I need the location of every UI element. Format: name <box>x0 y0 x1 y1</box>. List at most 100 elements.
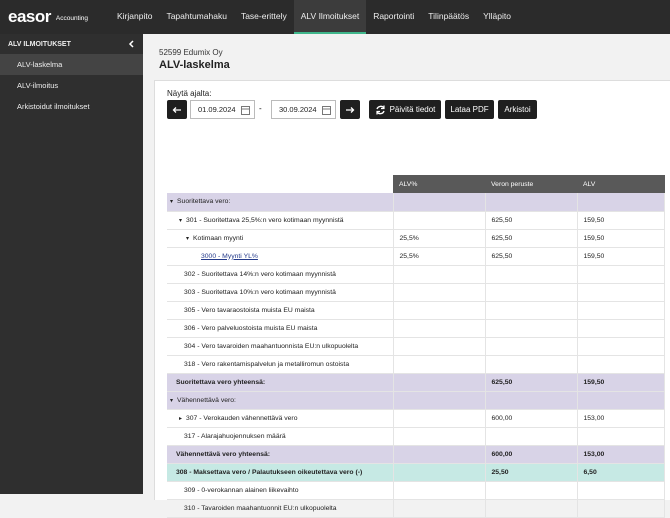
label-cell: 304 - Vero tavaroiden maahantuonnista EU… <box>167 337 394 356</box>
refresh-label: Päivitä tiedot <box>389 105 436 114</box>
company: 52599 Edumix Oy <box>159 48 223 57</box>
value-cell <box>577 427 665 446</box>
menu-item[interactable]: Raportointi <box>373 11 415 21</box>
label-cell: ▾ Kotimaan myynti <box>167 229 394 248</box>
value-cell: 25,5% <box>393 229 486 248</box>
value-cell <box>393 193 486 212</box>
value-cell <box>577 301 665 320</box>
value-cell <box>577 355 665 374</box>
value-cell <box>485 337 578 356</box>
value-cell <box>393 373 486 392</box>
row-label: 302 - Suoritettava 14%:n vero kotimaan m… <box>184 270 336 278</box>
value-cell: 625,50 <box>485 373 578 392</box>
menu-item[interactable]: ALV Ilmoitukset <box>293 0 367 34</box>
logo[interactable]: easor Accounting <box>0 0 110 34</box>
sidebar-items: ALV-laskelma ALV-ilmoitus Arkistoidut ilmo… <box>0 54 143 117</box>
cell-value: 159,50 <box>583 252 605 260</box>
cell-value: 625,50 <box>491 252 513 260</box>
row-label: 307 - Verokauden vähennettävä vero <box>186 414 298 422</box>
value-cell <box>393 409 486 428</box>
value-cell <box>485 481 578 500</box>
col-header: ALV <box>577 175 665 193</box>
value-cell <box>393 211 486 230</box>
collapse-icon[interactable] <box>128 40 135 48</box>
pdf-button[interactable]: Lataa PDF <box>445 100 494 119</box>
value-cell <box>577 391 665 410</box>
row-label: 301 - Suoritettava 25,5%:n vero kotimaan… <box>186 216 344 224</box>
value-cell: 625,50 <box>485 211 578 230</box>
row-label: 306 - Vero palveluostoista muista EU mai… <box>184 324 318 332</box>
menu-item[interactable]: Ylläpito <box>483 11 511 21</box>
row-label: 304 - Vero tavaroiden maahantuonnista EU… <box>184 342 359 350</box>
sidebar-item[interactable]: Arkistoidut ilmoitukset <box>17 102 90 111</box>
value-cell <box>577 283 665 302</box>
label-cell: 318 - Vero rakentamispalvelun ja metalli… <box>167 355 394 374</box>
sidebar-item[interactable]: ALV-laskelma <box>0 54 143 75</box>
menu-item[interactable]: Tilinpäätös <box>428 11 470 21</box>
value-cell <box>393 391 486 410</box>
row-label: Vähennettävä vero yhteensä: <box>176 450 271 458</box>
value-cell: 159,50 <box>577 373 665 392</box>
toggle-icon[interactable]: ▾ <box>179 217 183 224</box>
cell-value: 159,50 <box>583 378 605 386</box>
value-cell <box>577 481 665 500</box>
table-row: 3000 - Myynti YL% 25,5% 625,50 159,50 <box>167 247 665 266</box>
archive-button[interactable]: Arkistoi <box>498 100 537 119</box>
row-label: 310 - Tavaroiden maahantuonnit EU:n ulko… <box>184 504 337 512</box>
value-cell: 600,00 <box>485 445 578 464</box>
prev-button[interactable] <box>167 100 187 119</box>
value-cell: 625,50 <box>485 247 578 266</box>
cell-value: 6,50 <box>583 468 597 476</box>
value-cell <box>393 499 486 518</box>
toggle-icon[interactable]: ▾ <box>170 199 174 206</box>
table-row: ▾ Vähennettävä vero: <box>167 391 665 410</box>
value-cell <box>577 319 665 338</box>
label-cell: ▸ 307 - Verokauden vähennettävä vero <box>167 409 394 428</box>
refresh-button[interactable]: Päivitä tiedot <box>369 100 441 119</box>
menu-item[interactable]: Tase-erittely <box>240 11 287 21</box>
sidebar-title: ALV ILMOITUKSET <box>8 40 71 48</box>
value-cell <box>577 499 665 518</box>
label-cell: Vähennettävä vero yhteensä: <box>167 445 394 464</box>
cell-value: 159,50 <box>583 234 605 242</box>
value-cell <box>577 193 665 212</box>
label-cell: ▾ Vähennettävä vero: <box>167 391 394 410</box>
main: 52599 Edumix Oy ALV-laskelma Näytä ajalt… <box>143 34 670 518</box>
value-cell: 6,50 <box>577 463 665 482</box>
sidebar-item[interactable]: ALV-ilmoitus <box>17 81 59 90</box>
logo-sub: Accounting <box>55 14 89 22</box>
label-cell: 3000 - Myynti YL% <box>167 247 394 266</box>
value-cell: 153,00 <box>577 445 665 464</box>
next-button[interactable] <box>340 100 360 119</box>
row-label: 308 - Maksettava vero / Palautukseen oik… <box>176 468 363 476</box>
menu: Kirjanpito Tapahtumahaku Tase-erittely ALV … <box>110 0 518 34</box>
value-cell <box>485 265 578 284</box>
value-cell <box>393 265 486 284</box>
archive-label: Arkistoi <box>504 105 531 114</box>
toggle-icon[interactable]: ▾ <box>186 235 190 242</box>
value-cell <box>485 427 578 446</box>
menu-item[interactable]: Tapahtumahaku <box>166 11 227 21</box>
row-label: 318 - Vero rakentamispalvelun ja metalli… <box>184 360 350 368</box>
row-label: 317 - Alarajahuojennuksen määrä <box>184 432 286 440</box>
table-row: Suoritettava vero yhteensä: 625,50 159,50 <box>167 373 665 392</box>
label-cell: 317 - Alarajahuojennuksen määrä <box>167 427 394 446</box>
start-date[interactable]: 01.09.2024 <box>190 100 255 119</box>
row-label: Suoritettava vero: <box>177 198 231 206</box>
toggle-icon[interactable]: ▾ <box>170 397 174 404</box>
header-blank <box>167 175 393 193</box>
table-row: 318 - Vero rakentamispalvelun ja metalli… <box>167 355 665 374</box>
label-cell: Suoritettava vero yhteensä: <box>167 373 394 392</box>
value-cell <box>485 301 578 320</box>
row-link[interactable]: 3000 - Myynti YL% <box>201 252 258 260</box>
value-cell: 159,50 <box>577 211 665 230</box>
table-row: ▸ 307 - Verokauden vähennettävä vero 600,0… <box>167 409 665 428</box>
value-cell <box>393 355 486 374</box>
table-row: 308 - Maksettava vero / Palautukseen oik… <box>167 463 665 482</box>
table-row: 302 - Suoritettava 14%:n vero kotimaan m… <box>167 265 665 284</box>
menu-item[interactable]: Kirjanpito <box>117 11 153 21</box>
toggle-icon[interactable]: ▸ <box>179 415 183 422</box>
table-row: 303 - Suoritettava 10%:n vero kotimaan m… <box>167 283 665 302</box>
col-header: ALV% <box>393 175 485 193</box>
end-date[interactable]: 30.09.2024 <box>271 100 336 119</box>
